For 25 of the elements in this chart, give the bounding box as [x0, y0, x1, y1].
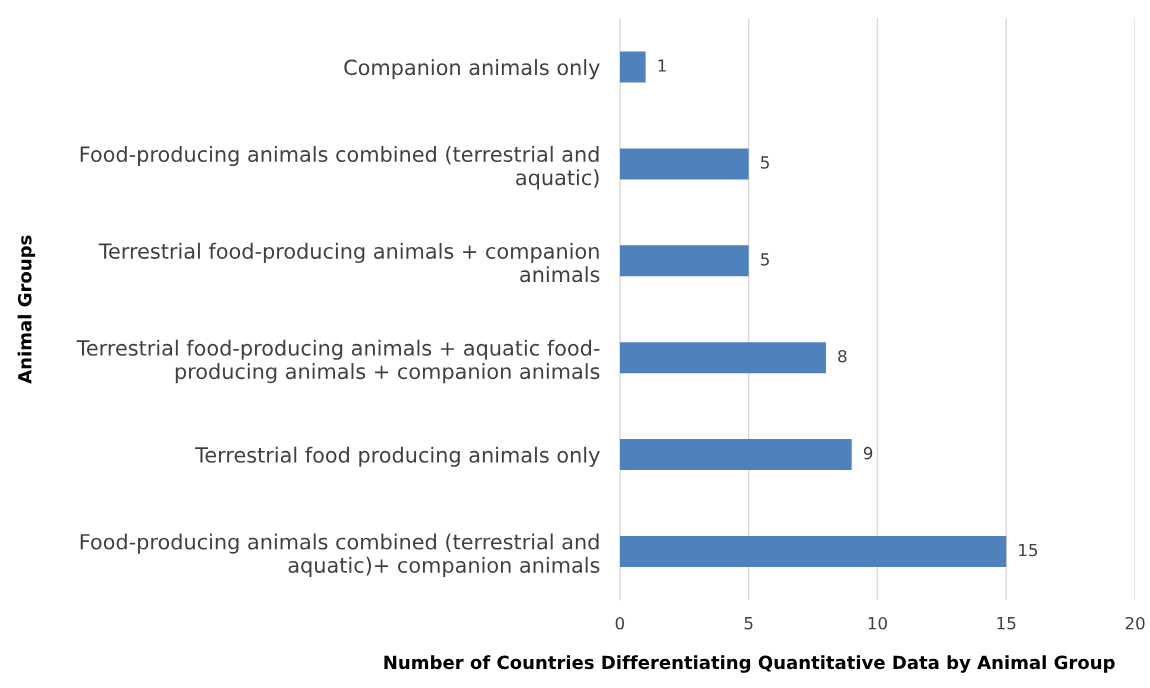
y-axis-title: Animal Groups [17, 235, 36, 384]
bar [619, 439, 852, 471]
bar [619, 148, 749, 180]
x-tick-label: 10 [868, 616, 887, 630]
bar [619, 51, 646, 83]
bar [619, 245, 749, 277]
x-tick-label: 0 [615, 616, 625, 630]
data-label: 5 [761, 156, 769, 169]
y-tick-label: Companion animals only [344, 59, 600, 80]
x-tick-label: 5 [744, 617, 753, 630]
data-label: 5 [761, 253, 769, 266]
bar [619, 535, 1007, 567]
y-tick-label: Terrestrial food producing animals only [195, 446, 600, 467]
bar [619, 342, 826, 374]
y-tick-label: Food-producing animals combined (terrestrial and aquatic) [80, 145, 599, 190]
data-label: 1 [658, 59, 666, 72]
data-label: 8 [838, 349, 847, 363]
x-axis-title: Number of Countries Differentiating Quantitative Data by Animal Group [384, 655, 1115, 673]
x-tick-label: 15 [997, 617, 1016, 630]
y-tick-label: Food-producing animals combined (terrestrial and aquatic)+ companion animals [80, 533, 600, 577]
x-tick-label: 20 [1125, 616, 1145, 630]
data-label: 15 [1019, 543, 1038, 557]
y-tick-label: Terrestrial food-producing animals + aquatic food-producing animals + companion animals [76, 339, 600, 384]
y-tick-label: Terrestrial food-producing animals + companion animals [98, 242, 600, 283]
data-label: 9 [863, 446, 873, 460]
